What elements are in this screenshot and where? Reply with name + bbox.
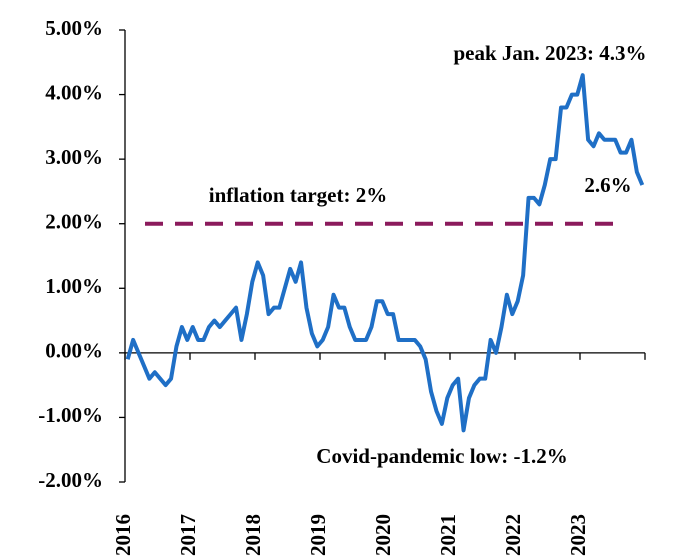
x-tick-label: 2023: [566, 514, 590, 556]
x-tick-label: 2019: [306, 514, 330, 556]
data-line: [125, 73, 645, 433]
annotation: inflation target: 2%: [209, 183, 387, 207]
y-tick-label: 1.00%: [45, 274, 103, 298]
x-tick-label: 2018: [241, 514, 265, 556]
y-tick-label: -2.00%: [38, 468, 103, 492]
annotation: peak Jan. 2023: 4.3%: [453, 41, 646, 65]
x-tick-label: 2021: [436, 514, 460, 556]
x-tick-label: 2017: [176, 514, 200, 556]
y-tick-label: 4.00%: [45, 80, 103, 104]
y-tick-label: 0.00%: [45, 339, 103, 363]
x-tick-label: 2020: [371, 514, 395, 556]
annotation: Covid-pandemic low: -1.2%: [316, 444, 567, 468]
y-tick-label: 2.00%: [45, 210, 103, 234]
annotation: 2.6%: [584, 173, 631, 197]
x-tick-label: 2022: [501, 514, 525, 556]
x-tick-label: 2016: [111, 514, 135, 556]
y-tick-label: 5.00%: [45, 16, 103, 40]
y-tick-label: -1.00%: [38, 403, 103, 427]
y-tick-label: 3.00%: [45, 145, 103, 169]
